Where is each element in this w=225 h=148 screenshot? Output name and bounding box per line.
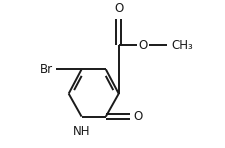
Text: O: O [114, 2, 123, 15]
Text: NH: NH [72, 125, 90, 138]
Text: O: O [138, 39, 147, 52]
Text: O: O [133, 110, 142, 123]
Text: Br: Br [40, 63, 53, 76]
Text: CH₃: CH₃ [170, 39, 192, 52]
